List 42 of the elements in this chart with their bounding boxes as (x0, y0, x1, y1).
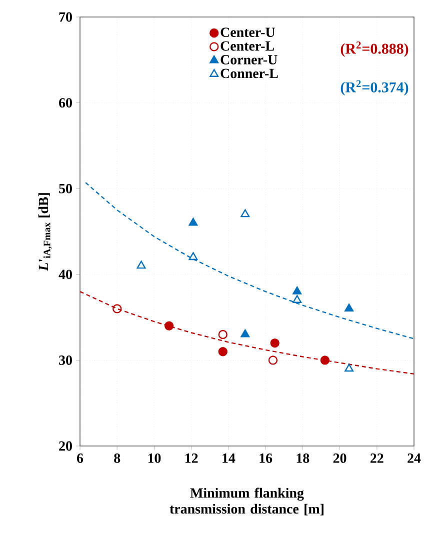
legend-label: Center-U (220, 28, 275, 37)
y-tick-label: 70 (59, 12, 72, 22)
legend-label: Center-L (220, 41, 274, 51)
point (292, 286, 302, 294)
x-tick-label: 10 (148, 454, 161, 463)
y-tick-label: 50 (59, 184, 72, 194)
x-tick-label: 22 (370, 454, 384, 463)
x-tick-label: 14 (222, 453, 236, 463)
x-tick-label: 20 (333, 454, 346, 463)
y-tick-label: 30 (59, 355, 72, 365)
x-tick-label: 24 (408, 454, 421, 463)
legend-label: Corner-U (220, 55, 278, 64)
point (164, 321, 174, 330)
point (270, 338, 280, 348)
point (188, 218, 198, 226)
point (112, 304, 122, 314)
x-tick-label: 12 (185, 454, 198, 463)
point (218, 347, 228, 356)
point (240, 329, 250, 338)
line-series (80, 290, 414, 375)
y-tick-label: 20 (59, 441, 72, 451)
point (344, 364, 354, 372)
point (268, 356, 278, 365)
x-tick-label: 16 (260, 454, 272, 463)
x-axis-title: Minimum flanking transmission distance [m] (170, 488, 324, 516)
annotation: (R$^{2}$=0.888) (340, 42, 408, 57)
legend-label: Conner-L (220, 68, 278, 78)
point (320, 356, 330, 365)
point (240, 209, 250, 218)
x-tick-label: 6 (76, 454, 84, 463)
point (218, 330, 228, 340)
point (136, 260, 146, 269)
x-tick-label: 18 (296, 454, 310, 463)
y-tick-label: 60 (59, 98, 72, 108)
line-series (84, 182, 414, 340)
point (292, 295, 302, 303)
point (188, 252, 198, 260)
y-tick-label: 40 (58, 270, 72, 280)
x-tick-label: 8 (114, 454, 120, 463)
y-axis-title: L'$_{iA,Fmax}$ [dB] (38, 193, 52, 272)
annotation: (R$^{2}$=0.374) (340, 80, 408, 96)
point (344, 304, 354, 312)
